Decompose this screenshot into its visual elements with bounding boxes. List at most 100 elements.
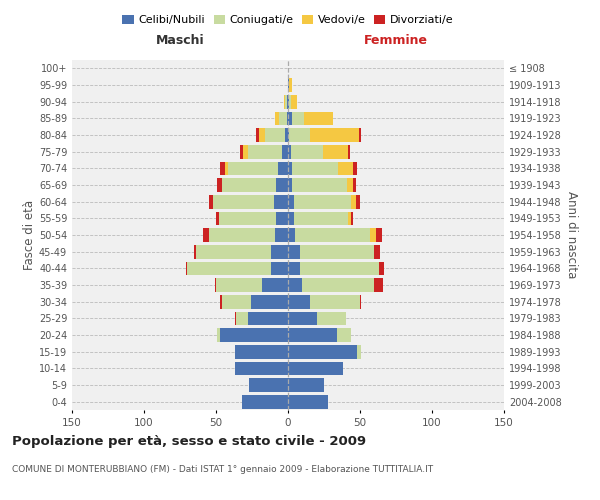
- Bar: [219, 212, 277, 225]
- Bar: [220, 162, 224, 175]
- Bar: [294, 195, 352, 208]
- Bar: [288, 128, 289, 142]
- Bar: [217, 328, 220, 342]
- Bar: [288, 395, 328, 408]
- Bar: [352, 212, 353, 225]
- Bar: [289, 95, 291, 108]
- Bar: [235, 345, 288, 358]
- Bar: [353, 162, 357, 175]
- Y-axis label: Anni di nascita: Anni di nascita: [565, 192, 578, 278]
- Bar: [216, 278, 262, 292]
- Bar: [288, 278, 302, 292]
- Bar: [337, 328, 352, 342]
- Bar: [271, 262, 288, 275]
- Bar: [288, 78, 289, 92]
- Bar: [288, 95, 289, 108]
- Bar: [356, 195, 360, 208]
- Bar: [249, 378, 288, 392]
- Bar: [213, 195, 274, 208]
- Y-axis label: Fasce di età: Fasce di età: [23, 200, 36, 270]
- Bar: [265, 128, 285, 142]
- Bar: [235, 312, 236, 325]
- Bar: [280, 112, 287, 125]
- Bar: [352, 195, 356, 208]
- Bar: [274, 195, 288, 208]
- Bar: [288, 245, 299, 258]
- Bar: [288, 212, 294, 225]
- Bar: [359, 128, 361, 142]
- Bar: [288, 112, 292, 125]
- Bar: [248, 145, 282, 158]
- Bar: [288, 262, 299, 275]
- Bar: [275, 228, 288, 242]
- Bar: [349, 145, 350, 158]
- Bar: [287, 112, 288, 125]
- Bar: [353, 178, 356, 192]
- Bar: [292, 112, 304, 125]
- Bar: [288, 178, 292, 192]
- Bar: [299, 245, 374, 258]
- Bar: [186, 262, 187, 275]
- Bar: [251, 295, 288, 308]
- Bar: [291, 145, 323, 158]
- Text: COMUNE DI MONTERUBBIANO (FM) - Dati ISTAT 1° gennaio 2009 - Elaborazione TUTTITA: COMUNE DI MONTERUBBIANO (FM) - Dati ISTA…: [12, 465, 433, 474]
- Bar: [203, 228, 209, 242]
- Bar: [379, 262, 385, 275]
- Bar: [259, 128, 265, 142]
- Bar: [209, 228, 275, 242]
- Bar: [295, 228, 370, 242]
- Bar: [262, 278, 288, 292]
- Bar: [284, 95, 285, 108]
- Bar: [277, 178, 288, 192]
- Bar: [241, 145, 244, 158]
- Bar: [248, 312, 288, 325]
- Bar: [215, 278, 216, 292]
- Bar: [323, 145, 349, 158]
- Bar: [194, 245, 196, 258]
- Bar: [299, 262, 379, 275]
- Bar: [256, 128, 259, 142]
- Bar: [302, 278, 374, 292]
- Bar: [292, 162, 338, 175]
- Bar: [235, 362, 288, 375]
- Bar: [291, 95, 296, 108]
- Bar: [282, 145, 288, 158]
- Bar: [292, 178, 347, 192]
- Bar: [244, 145, 248, 158]
- Bar: [217, 178, 222, 192]
- Bar: [288, 195, 294, 208]
- Bar: [287, 95, 288, 108]
- Text: Maschi: Maschi: [155, 34, 205, 46]
- Bar: [338, 162, 353, 175]
- Bar: [304, 112, 332, 125]
- Bar: [222, 295, 251, 308]
- Bar: [288, 345, 357, 358]
- Bar: [288, 362, 343, 375]
- Bar: [374, 278, 383, 292]
- Legend: Celibi/Nubili, Coniugati/e, Vedovi/e, Divorziati/e: Celibi/Nubili, Coniugati/e, Vedovi/e, Di…: [118, 10, 458, 30]
- Bar: [376, 228, 382, 242]
- Bar: [187, 262, 271, 275]
- Bar: [236, 312, 248, 325]
- Bar: [288, 312, 317, 325]
- Text: Popolazione per età, sesso e stato civile - 2009: Popolazione per età, sesso e stato civil…: [12, 435, 366, 448]
- Bar: [310, 128, 359, 142]
- Bar: [288, 328, 337, 342]
- Bar: [242, 395, 288, 408]
- Bar: [196, 245, 271, 258]
- Text: Femmine: Femmine: [364, 34, 428, 46]
- Bar: [288, 162, 292, 175]
- Bar: [277, 212, 288, 225]
- Bar: [271, 245, 288, 258]
- Bar: [285, 95, 287, 108]
- Bar: [278, 162, 288, 175]
- Bar: [294, 212, 349, 225]
- Bar: [220, 295, 222, 308]
- Bar: [374, 245, 380, 258]
- Bar: [224, 162, 227, 175]
- Bar: [357, 345, 361, 358]
- Bar: [370, 228, 376, 242]
- Bar: [222, 178, 277, 192]
- Bar: [289, 78, 292, 92]
- Bar: [317, 312, 346, 325]
